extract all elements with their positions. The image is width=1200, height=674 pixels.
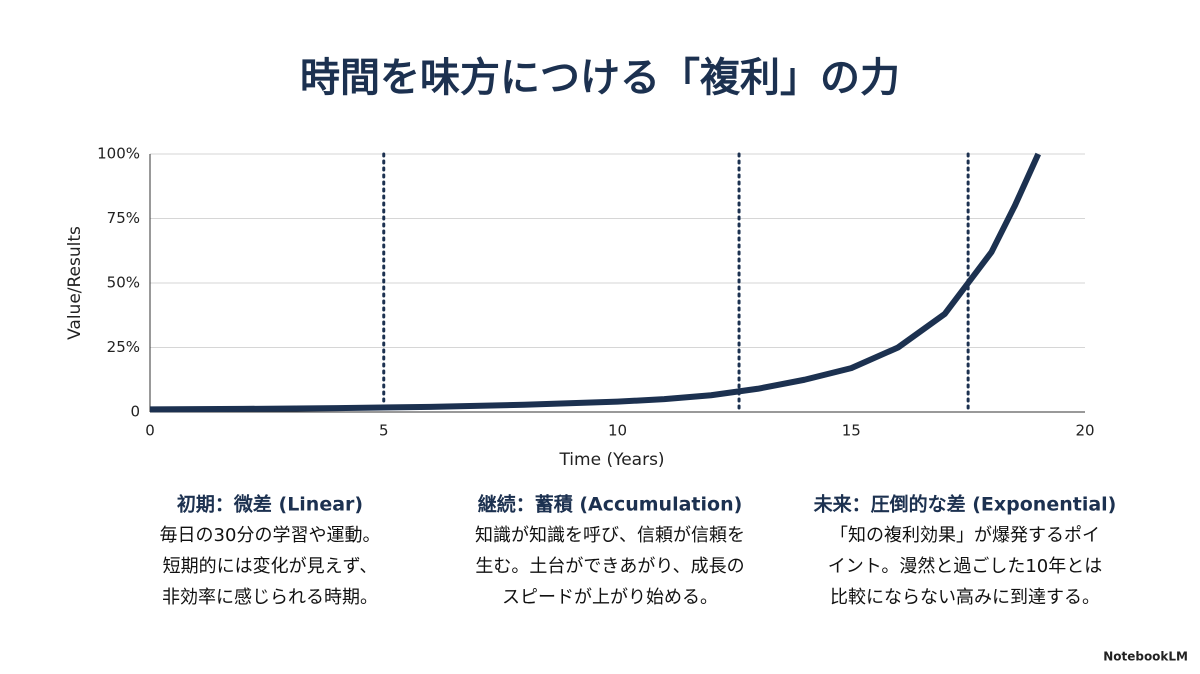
section-text: 短期的には変化が見えず、 [163,556,378,577]
section-text: 知識が知識を呼び、信頼が信頼を [475,525,745,546]
section-heading: 未来：圧倒的な差 (Exponential) [813,493,1117,516]
section-text: 比較にならない高みに到達する。 [830,587,1100,608]
section-heading: 初期：微差 (Linear) [177,493,363,516]
section-text: 毎日の30分の学習や運動。 [160,525,381,546]
growth-curve [149,152,1041,413]
x-tick-label: 5 [379,422,389,440]
chart-title: 時間を味方につける「複利」の力 [300,55,900,101]
y-tick-label: 25% [107,338,140,356]
y-tick-label: 0 [130,403,140,421]
y-tick-label: 100% [97,145,140,163]
y-axis-label: Value/Results [65,226,85,340]
section-text: 生む。土台ができあがり、成長の [475,556,744,577]
y-tick-label: 75% [107,209,140,227]
x-tick-label: 10 [608,422,627,440]
x-tick-label: 0 [145,422,155,440]
section-text: スピードが上がり始める。 [502,587,718,608]
footer-brand: NotebookLM [1103,650,1188,664]
section-text: 「知の複利効果」が爆発するポイ [830,525,1100,546]
section-heading: 継続：蓄積 (Accumulation) [478,493,743,516]
section-text: 非効率に感じられる時期。 [162,587,378,608]
section-text: イント。漫然と過ごした10年とは [828,556,1103,577]
x-tick-label: 20 [1075,422,1094,440]
x-axis-label: Time (Years) [558,450,664,470]
x-tick-label: 15 [842,422,861,440]
y-tick-label: 50% [107,274,140,292]
